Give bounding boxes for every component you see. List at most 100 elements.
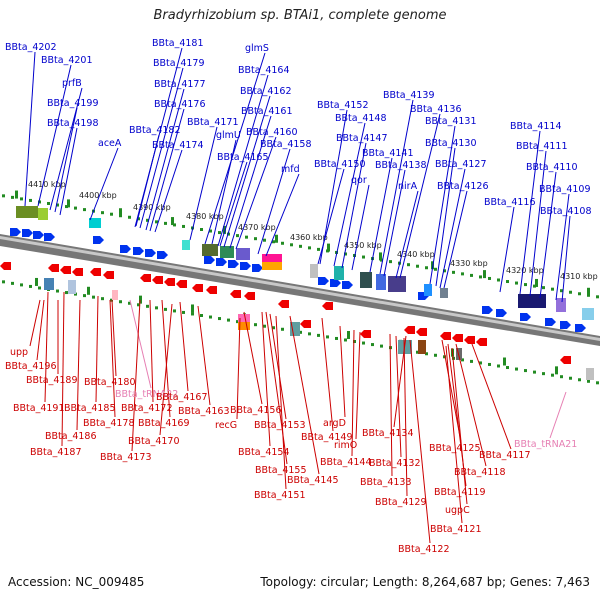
top-gene-label: BBta_4165 [217,152,269,163]
reverse-gene-arrow [152,276,163,284]
major-tick [191,304,194,313]
top-label-leader [341,142,367,269]
lower-tick-dot [20,283,23,287]
forward-gene-arrow [204,256,215,264]
upper-tick-dot [596,295,599,299]
upper-tick-dot [65,205,68,209]
top-label-leader [37,64,72,207]
reverse-gene-arrow [164,278,175,286]
bottom-gene-label: BBta_4173 [100,452,152,463]
reverse-gene-arrow [560,356,571,364]
top-gene-label: BBta_4152 [317,100,369,111]
upper-tick-dot [236,234,239,238]
forward-gene-arrow [157,251,168,259]
bottom-gene-label: BBta_4163 [178,406,230,417]
upper-tick-dot [560,289,563,293]
top-gene-label: BBta_4126 [437,181,489,192]
forward-gene-arrow [520,313,531,321]
top-label-leader [435,147,456,287]
bottom-label-leader [275,315,287,490]
bottom-label-leader [149,299,154,403]
major-tick [503,357,506,366]
kbp-tick-label: 4360 kbp [290,233,328,242]
top-label-leader [139,67,184,229]
gene-features [0,206,594,380]
reverse-block [290,322,300,336]
reverse-block [238,314,250,322]
reverse-gene-arrow [244,292,255,300]
top-gene-label: BBta_4131 [425,116,477,127]
trna-gene-label: BBta_tRNA21 [514,439,577,450]
lower-tick-dot [299,330,302,334]
lower-tick-dot [308,332,311,336]
kbp-tick-label: 4370 kbp [238,223,276,232]
upper-tick-dot [137,217,140,221]
forward-gene-arrow [216,258,227,266]
gene-labels: BBta_4202 BBta_4201 prfB BBta_4199 BBta_4198… [5,38,592,555]
lower-tick-dot [335,336,338,340]
lower-tick-dot [542,372,545,376]
reverse-gene-arrow [206,286,217,294]
lower-tick-dot [164,307,167,311]
top-gene-label: BBta_4109 [539,184,591,195]
lower-tick-dot [254,323,257,327]
upper-tick-dot [11,195,14,199]
bottom-gene-label: ugpC [445,505,470,516]
upper-tick-dot [542,286,545,290]
bottom-label-leader [109,299,116,418]
reverse-block [418,340,426,354]
upper-tick-dot [164,221,167,225]
top-gene-label: nirA [398,181,418,192]
top-gene-label: BBta_4182 [129,125,181,136]
upper-tick-dot [200,228,203,231]
bottom-gene-label: BBta_4134 [362,428,414,439]
upper-tick-dot [218,231,221,235]
upper-tick-dot [479,275,482,279]
upper-tick-dot [209,229,212,233]
lower-tick-dot [236,320,239,324]
major-tick [347,330,350,339]
lower-tick-dot [317,333,320,337]
trna-label-leader [129,299,152,389]
lower-tick-dot [11,281,14,285]
lower-tick-dot [74,292,77,296]
forward-gene-arrow [93,236,104,244]
bottom-gene-label: BBta_4145 [287,475,339,486]
upper-tick-dot [497,278,500,282]
forward-block [582,308,594,320]
accession-text: Accession: NC_009485 [8,575,145,589]
bottom-gene-label: BBta_4118 [454,467,506,478]
upper-tick-dot [578,292,581,296]
top-gene-label: aceA [98,138,122,149]
lower-tick-dot [506,366,509,370]
top-label-leader [54,107,78,213]
bottom-gene-label: BBta_4154 [238,447,290,458]
top-gene-label: glmU [216,130,241,141]
lower-tick-dot [191,312,194,316]
bottom-label-leader [445,345,463,524]
bottom-gene-label: BBta_4189 [26,375,78,386]
bottom-gene-label: BBta_4125 [429,443,481,454]
bottom-gene-label: BBta_4169 [138,418,190,429]
lower-tick-dot [425,352,428,356]
lower-tick-dot [218,317,221,321]
top-label-leader [204,52,266,245]
forward-block [388,276,406,292]
upper-tick-dot [38,200,41,204]
reverse-gene-arrow [140,274,151,282]
forward-block [262,254,282,262]
kbp-tick-label: 4350 kbp [344,241,382,250]
kbp-tick-label: 4310 kbp [560,272,598,281]
lower-tick-dot [128,301,131,305]
top-gene-label: BBta_4164 [238,65,290,76]
top-gene-label: BBta_4150 [314,159,366,170]
upper-tick-dot [551,287,554,291]
bottom-gene-label: BBta_4156 [230,405,282,416]
reverse-gene-arrow [48,264,59,272]
top-label-leader [351,184,370,271]
top-label-leader [265,173,300,257]
lower-tick-dot [470,359,473,363]
